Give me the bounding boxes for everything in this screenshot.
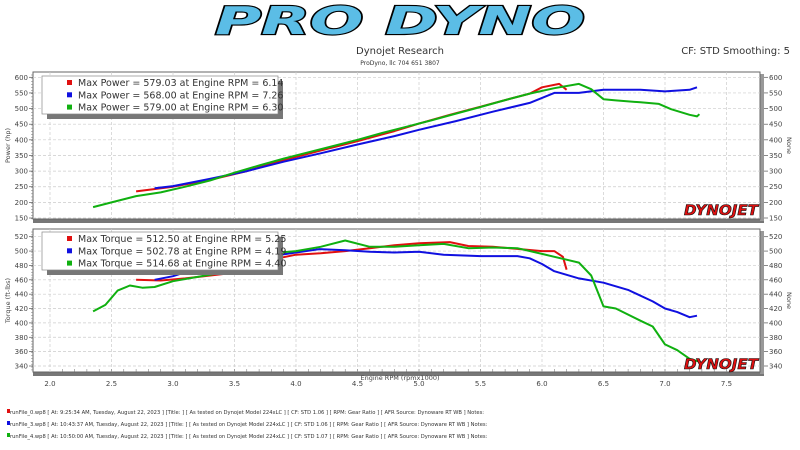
y-tick-label-right: 150 xyxy=(769,215,782,223)
legend-box xyxy=(41,231,279,271)
torque-chart: 340 340 360 360 380 380 400 400 420 420 440 440 460 4… xyxy=(4,228,793,388)
y-axis-label-right: None xyxy=(785,292,793,309)
y-tick-label-right: 250 xyxy=(769,183,782,191)
power-chart: 150 150 200 200 250 250 300 300 350 350 400 400 450 4… xyxy=(4,71,793,223)
legend-swatch xyxy=(67,80,72,85)
series-line-runFile_3 xyxy=(154,86,698,190)
footer-line-run3: runFile_3.wp8 [ At: 10:43:37 AM, Tuesday… xyxy=(10,422,488,428)
y-tick-label-right: 520 xyxy=(769,233,782,241)
y-tick-label-right: 480 xyxy=(769,262,782,270)
cf-smoothing-label: CF: STD Smoothing: 5 xyxy=(681,46,790,57)
x-tick-label: 4.5 xyxy=(352,380,363,388)
run0-marker xyxy=(7,409,10,413)
y-tick-label-right: 600 xyxy=(769,74,782,82)
legend-swatch xyxy=(67,104,72,110)
y-tick-label: 440 xyxy=(15,291,28,299)
plot-shadow xyxy=(760,74,764,221)
x-tick-label: 6.0 xyxy=(536,380,547,388)
footer-line-run4: runFile_4.wp8 [ At: 10:50:00 AM, Tuesday… xyxy=(10,434,488,440)
run3-marker xyxy=(7,421,10,425)
y-tick-label: 350 xyxy=(15,152,28,160)
y-tick-label: 500 xyxy=(15,105,28,113)
x-tick-label: 7.5 xyxy=(721,380,732,388)
y-tick-label: 400 xyxy=(15,319,28,327)
legend-swatch xyxy=(67,248,72,254)
legend-entry: Max Torque = 514.68 at Engine RPM = 4.40 xyxy=(78,259,286,270)
y-tick-label-right: 420 xyxy=(769,305,782,313)
y-tick-label: 420 xyxy=(15,305,28,313)
plot-shadow xyxy=(33,219,764,223)
x-axis-label: Engine RPM (rpmx1000) xyxy=(360,374,439,382)
legend-swatch xyxy=(67,92,72,98)
footer: runFile_0.wp8 [ At: 9:25:34 AM, Tuesday,… xyxy=(7,409,488,440)
y-tick-label: 340 xyxy=(15,363,28,371)
y-tick-label-right: 400 xyxy=(769,136,782,144)
plot-shadow xyxy=(760,231,764,374)
plot-shadow xyxy=(33,372,764,376)
y-tick-label: 400 xyxy=(15,136,28,144)
y-tick-label-right: 440 xyxy=(769,291,782,299)
legend-entry: Max Power = 579.03 at Engine RPM = 6.14 xyxy=(78,78,283,89)
y-tick-label-right: 350 xyxy=(769,152,782,160)
y-tick-label-right: 500 xyxy=(769,248,782,256)
y-tick-label: 600 xyxy=(15,74,28,82)
pro-dyno-logo: PRO DYNO xyxy=(215,0,585,43)
legend-box xyxy=(41,75,279,115)
x-tick-label: 5.0 xyxy=(413,380,424,388)
y-tick-label: 500 xyxy=(15,248,28,256)
dynojet-watermark-logo: DYNOJET xyxy=(684,357,760,373)
x-tick-label: 7.0 xyxy=(659,380,670,388)
y-tick-label-right: 550 xyxy=(769,89,782,97)
y-tick-label-right: 460 xyxy=(769,276,782,284)
y-tick-label: 150 xyxy=(15,215,28,223)
y-axis-label: Power (hp) xyxy=(4,128,12,163)
legend-swatch xyxy=(67,260,72,266)
y-tick-label-right: 200 xyxy=(769,199,782,207)
dynojet-watermark-logo: DYNOJET xyxy=(684,203,760,219)
y-tick-label: 250 xyxy=(15,183,28,191)
y-tick-label-right: 360 xyxy=(769,348,782,356)
y-tick-label: 200 xyxy=(15,199,28,207)
legend-entry: Max Torque = 512.50 at Engine RPM = 5.25 xyxy=(78,234,286,245)
y-tick-label-right: 500 xyxy=(769,105,782,113)
legend-swatch xyxy=(67,236,72,241)
x-tick-label: 5.5 xyxy=(475,380,486,388)
series-line-runFile_4 xyxy=(92,239,700,363)
x-tick-label: 4.0 xyxy=(290,380,301,388)
legend-entry: Max Power = 568.00 at Engine RPM = 7.26 xyxy=(78,90,283,101)
footer-line-run0: runFile_0.wp8 [ At: 9:25:34 AM, Tuesday,… xyxy=(10,410,484,416)
y-tick-label: 480 xyxy=(15,262,28,270)
run4-marker xyxy=(7,433,10,437)
y-axis-label-right: None xyxy=(785,137,793,154)
company-subtitle: ProDyno, llc 704 651 3807 xyxy=(360,60,440,67)
y-tick-label: 550 xyxy=(15,89,28,97)
series-line-runFile_4 xyxy=(92,82,701,209)
y-tick-label: 360 xyxy=(15,348,28,356)
y-tick-label: 450 xyxy=(15,121,28,129)
y-tick-label-right: 340 xyxy=(769,363,782,371)
x-tick-label: 2.0 xyxy=(44,380,55,388)
y-axis-label: Torque (ft-lbs) xyxy=(4,278,12,324)
x-tick-label: 6.5 xyxy=(598,380,609,388)
y-tick-label: 460 xyxy=(15,276,28,284)
y-tick-label-right: 450 xyxy=(769,121,782,129)
y-tick-label-right: 380 xyxy=(769,334,782,342)
legend-entry: Max Torque = 502.78 at Engine RPM = 4.19 xyxy=(78,246,286,257)
y-tick-label: 300 xyxy=(15,168,28,176)
x-tick-label: 3.5 xyxy=(229,380,240,388)
y-tick-label: 520 xyxy=(15,233,28,241)
y-tick-label: 380 xyxy=(15,334,28,342)
y-tick-label-right: 400 xyxy=(769,319,782,327)
x-tick-label: 2.5 xyxy=(106,380,117,388)
company-name: Dynojet Research xyxy=(356,46,444,57)
x-tick-label: 3.0 xyxy=(167,380,178,388)
y-tick-label-right: 300 xyxy=(769,168,782,176)
legend-entry: Max Power = 579.00 at Engine RPM = 6.30 xyxy=(78,103,283,114)
